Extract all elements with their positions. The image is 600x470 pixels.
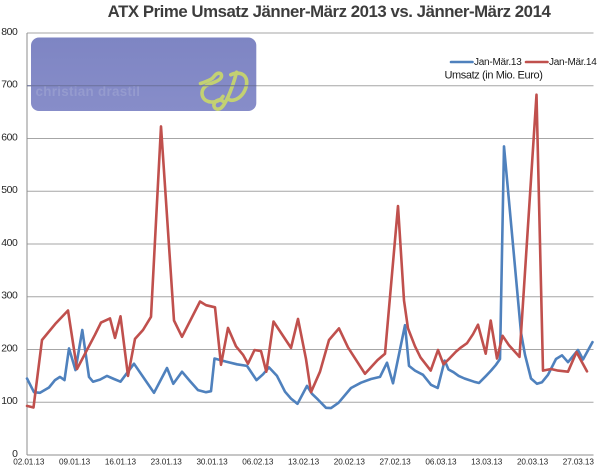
svg-text:13.02.13: 13.02.13 — [288, 458, 320, 467]
svg-text:300: 300 — [1, 291, 18, 302]
svg-text:600: 600 — [1, 132, 18, 143]
svg-text:Jan-Mär.13: Jan-Mär.13 — [474, 57, 522, 68]
svg-text:09.01.13: 09.01.13 — [59, 458, 91, 467]
svg-text:16.01.13: 16.01.13 — [105, 458, 137, 467]
svg-text:13.03.13: 13.03.13 — [471, 458, 503, 467]
svg-text:100: 100 — [1, 396, 18, 407]
svg-text:27.02.13: 27.02.13 — [380, 458, 412, 467]
svg-text:ATX Prime Umsatz Jänner-März 2: ATX Prime Umsatz Jänner-März 2013 vs. Jä… — [108, 2, 552, 21]
svg-text:400: 400 — [1, 238, 18, 249]
svg-text:23.01.13: 23.01.13 — [151, 458, 183, 467]
svg-text:20.02.13: 20.02.13 — [334, 458, 366, 467]
svg-text:700: 700 — [1, 80, 18, 91]
svg-text:0: 0 — [12, 449, 18, 460]
svg-text:27.03.13: 27.03.13 — [563, 458, 595, 467]
svg-text:Umsatz (in Mio. Euro): Umsatz (in Mio. Euro) — [445, 70, 543, 82]
svg-text:500: 500 — [1, 185, 18, 196]
svg-text:20.03.13: 20.03.13 — [517, 458, 549, 467]
svg-text:Jan-Mär.14: Jan-Mär.14 — [549, 57, 597, 68]
svg-text:200: 200 — [1, 343, 18, 354]
svg-text:02.01.13: 02.01.13 — [13, 458, 45, 467]
svg-text:30.01.13: 30.01.13 — [196, 458, 228, 467]
svg-text:christian drastil: christian drastil — [36, 84, 141, 99]
svg-text:06.02.13: 06.02.13 — [242, 458, 274, 467]
svg-text:06.03.13: 06.03.13 — [425, 458, 457, 467]
svg-text:800: 800 — [1, 27, 18, 38]
